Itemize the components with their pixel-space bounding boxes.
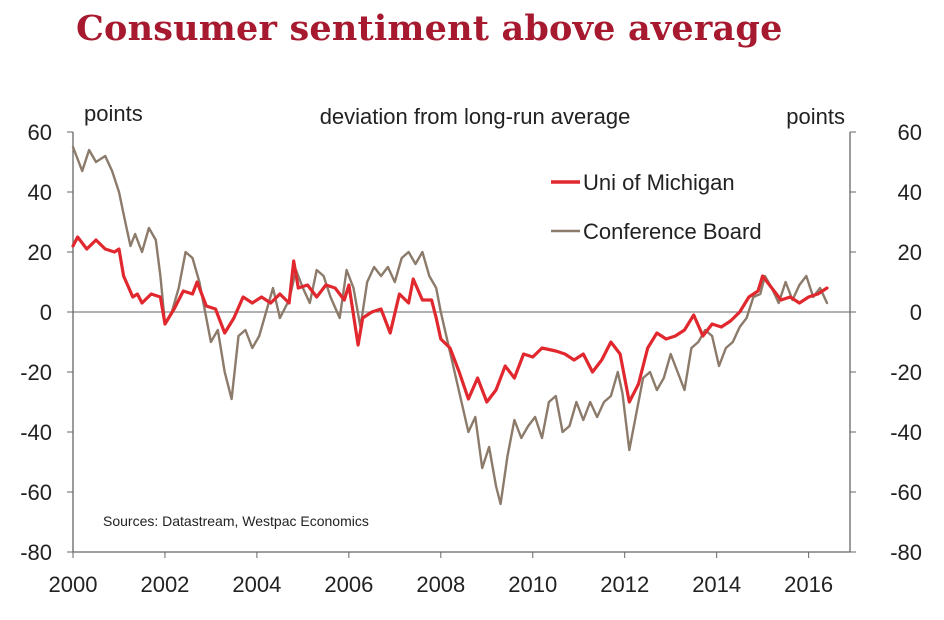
- y-tick-label-right: 0: [910, 300, 922, 325]
- y-axis-unit-left: points: [84, 101, 143, 126]
- y-tick-label-right: 20: [898, 240, 922, 265]
- y-tick-label-right: -80: [890, 540, 922, 565]
- y-tick-label-left: -40: [20, 420, 52, 445]
- y-tick-label-left: -80: [20, 540, 52, 565]
- y-tick-label-left: 0: [40, 300, 52, 325]
- legend-label: Conference Board: [583, 219, 762, 244]
- y-tick-label-right: -60: [890, 480, 922, 505]
- source-note: Sources: Datastream, Westpac Economics: [103, 513, 369, 529]
- chart-subtitle: deviation from long-run average: [320, 104, 631, 129]
- y-tick-label-left: 60: [28, 120, 52, 145]
- chart-title: Consumer sentiment above average: [76, 8, 783, 49]
- x-tick-label: 2000: [49, 572, 98, 597]
- y-tick-label-left: -60: [20, 480, 52, 505]
- x-tick-label: 2010: [508, 572, 557, 597]
- x-tick-label: 2006: [324, 572, 373, 597]
- y-tick-label-left: 40: [28, 180, 52, 205]
- legend-label: Uni of Michigan: [583, 170, 735, 195]
- y-tick-label-right: -40: [890, 420, 922, 445]
- y-tick-label-left: 20: [28, 240, 52, 265]
- y-tick-label-left: -20: [20, 360, 52, 385]
- x-tick-label: 2014: [692, 572, 741, 597]
- x-tick-label: 2004: [232, 572, 281, 597]
- y-axis-unit-right: points: [786, 104, 845, 129]
- x-tick-label: 2002: [140, 572, 189, 597]
- y-tick-label-right: -20: [890, 360, 922, 385]
- series-line-uni-of-michigan: [71, 235, 829, 404]
- y-tick-label-right: 60: [898, 120, 922, 145]
- x-tick-label: 2008: [416, 572, 465, 597]
- x-tick-label: 2016: [784, 572, 833, 597]
- y-tick-label-right: 40: [898, 180, 922, 205]
- x-tick-label: 2012: [600, 572, 649, 597]
